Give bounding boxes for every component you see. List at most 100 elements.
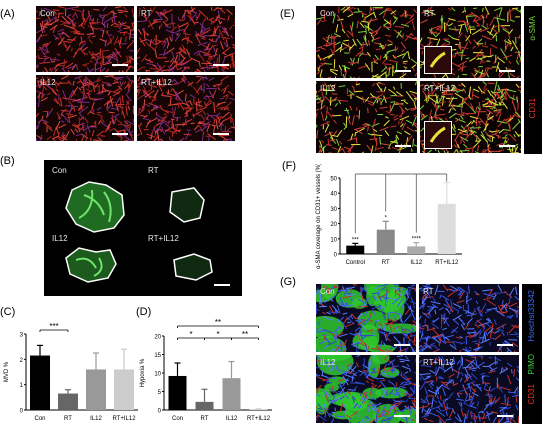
micrograph-label: Con <box>320 287 335 296</box>
micrograph-label: RT <box>141 9 152 18</box>
significance-label: * <box>216 330 219 339</box>
category-label: RT <box>64 416 72 422</box>
bar-rt-il12 <box>437 203 456 254</box>
category-label: RT <box>382 260 390 266</box>
y-tick-label: 20 <box>330 222 337 228</box>
y-tick-label: 50 <box>330 177 337 183</box>
category-label: IL12 <box>90 416 102 422</box>
y-tick-label: 2 <box>20 358 24 364</box>
hypoxia-signal-con <box>78 189 112 223</box>
micrograph-label: IL12 <box>320 84 336 93</box>
y-tick-label: 40 <box>330 192 337 198</box>
micrograph-label: RT+IL12 <box>141 78 172 87</box>
panel-b-label-con: Con <box>52 166 67 175</box>
tumor-outline-con <box>65 181 125 233</box>
micrograph-label: Con <box>320 9 335 18</box>
inset-zoom <box>424 46 452 74</box>
hypoxia-signal-il12 <box>75 257 103 277</box>
category-label: RT+IL12 <box>435 260 459 266</box>
micrograph-a-il12: IL12 <box>36 75 134 141</box>
bar-rt <box>58 393 78 410</box>
micrograph-g-il12: IL12 <box>316 355 416 423</box>
bar-rt <box>195 401 214 410</box>
stain-label-asma: α-SMA <box>528 16 537 41</box>
category-label: Con <box>172 416 183 422</box>
tumor-outline-rt <box>169 187 205 223</box>
micrograph-a-rt-il12: RT+IL12 <box>137 75 235 141</box>
significance-label: *** <box>49 322 58 331</box>
significance-label: **** <box>412 237 422 243</box>
panel-label-b: (B) <box>0 155 15 167</box>
bar-control <box>346 245 365 254</box>
scale-bar <box>395 70 411 72</box>
category-label: IL12 <box>410 260 422 266</box>
micrograph-g-rt: RT <box>419 284 519 352</box>
scale-bar <box>112 64 128 66</box>
significance-label: * <box>189 330 192 339</box>
micrograph-e-rt-il12: RT+IL12 <box>420 81 521 153</box>
scale-bar <box>497 344 513 346</box>
micrograph-g-con: Con <box>316 284 416 352</box>
category-label: IL12 <box>226 416 238 422</box>
category-label: Con <box>34 416 45 422</box>
micrograph-label: RT+IL12 <box>424 84 455 93</box>
y-tick-label: 3 <box>20 333 24 339</box>
panel-label-a: (A) <box>0 8 15 20</box>
scale-bar <box>499 70 515 72</box>
bar-rt <box>376 229 395 254</box>
scale-bar <box>112 133 128 135</box>
bar-il12 <box>86 369 106 410</box>
micrograph-a-rt: RT <box>137 6 235 72</box>
bar-rt-il12 <box>249 409 268 410</box>
tumor-outline-rt-il12 <box>173 253 213 281</box>
y-tick-label: 5 <box>158 390 162 396</box>
stain-label-hoechst: Hoechst33342 <box>527 290 536 342</box>
micrograph-label: RT <box>423 287 434 296</box>
panel-g-stain-legend: CD31 PIMO Hoechst33342 <box>522 284 542 424</box>
chart-c: 0 1 2 3 MVD % Con RT IL12 RT+IL12 *** <box>4 322 138 422</box>
y-axis-label: MVD % <box>4 361 10 382</box>
panel-b-label-rt-il12: RT+IL12 <box>148 234 179 243</box>
category-label: RT <box>201 416 209 422</box>
micrograph-label: IL12 <box>40 78 56 87</box>
bar-con <box>30 355 50 410</box>
scale-bar <box>395 145 411 147</box>
panel-b-tumor-sections <box>65 181 213 283</box>
category-label: Control <box>346 260 365 266</box>
micrograph-label: Con <box>40 9 55 18</box>
stain-label-pimo: PIMO <box>527 354 536 375</box>
category-label: RT+IL12 <box>247 416 271 422</box>
inset-zoom <box>424 121 452 149</box>
micrograph-label: RT+IL12 <box>423 358 454 367</box>
y-tick-label: 10 <box>330 237 337 243</box>
y-tick-label: 10 <box>154 372 161 378</box>
category-label: RT+IL12 <box>112 416 136 422</box>
significance-label: *** <box>352 237 360 243</box>
stain-label-cd31: CD31 <box>528 98 537 119</box>
panel-label-e: (E) <box>280 8 295 20</box>
micrograph-a-con: Con <box>36 6 134 72</box>
bar-rt-il12 <box>114 369 134 410</box>
panel-b-image: Con RT IL12 RT+IL12 <box>44 160 242 296</box>
scale-bar <box>394 344 410 346</box>
stain-label-cd31: CD31 <box>527 384 536 405</box>
y-tick-label: 0 <box>158 409 162 415</box>
bar-il12 <box>407 246 426 254</box>
panel-label-c: (C) <box>0 306 16 318</box>
significance-label: ** <box>215 318 221 327</box>
micrograph-g-rt-il12: RT+IL12 <box>419 355 519 423</box>
significance-label: * <box>385 215 388 221</box>
panel-label-d: (D) <box>136 306 152 318</box>
y-tick-label: 1 <box>20 383 24 389</box>
bar-il12 <box>222 378 241 410</box>
bar-con <box>168 375 187 410</box>
scale-bar <box>213 64 229 66</box>
panel-b-label-il12: IL12 <box>52 234 68 243</box>
scale-bar <box>394 415 410 417</box>
y-tick-label: 20 <box>154 335 161 341</box>
significance-label: ** <box>242 330 248 339</box>
panel-e-stain-legend: α-SMA CD31 <box>524 6 542 154</box>
y-tick-label: 0 <box>20 409 24 415</box>
tumor-outline-il12 <box>65 247 117 283</box>
